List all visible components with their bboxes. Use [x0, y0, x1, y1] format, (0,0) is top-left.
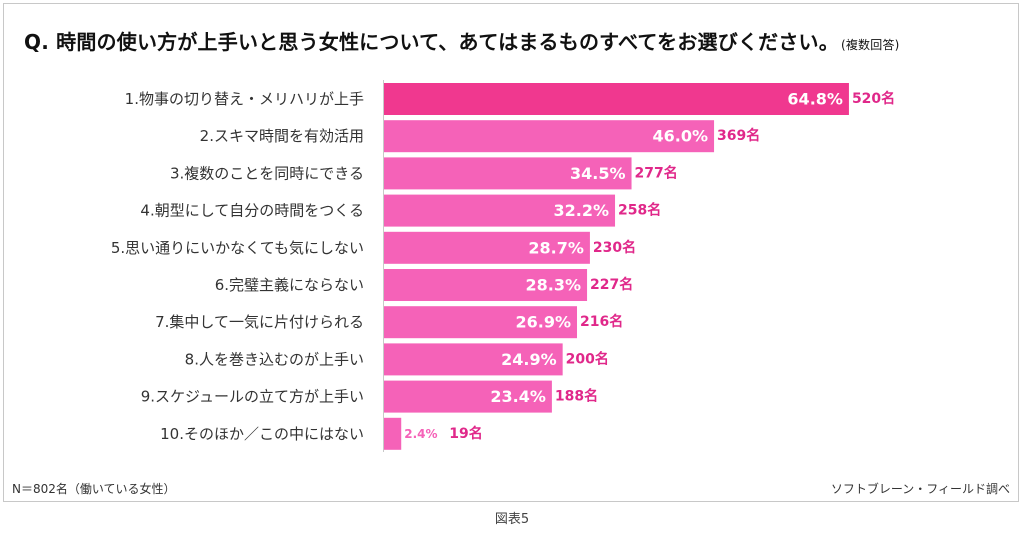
category-label: 5.思い通りにいかなくても気にしない [111, 239, 364, 257]
bar-value-label: 34.5% [570, 164, 626, 183]
category-label: 4.朝型にして自分の時間をつくる [140, 202, 364, 220]
bar-count-label: 19名 [449, 425, 482, 442]
category-label: 9.スケジュールの立て方が上手い [141, 388, 364, 406]
bar-value-label: 23.4% [490, 387, 546, 406]
category-label: 7.集中して一気に片付けられる [155, 313, 364, 331]
bar-count-label: 216名 [580, 313, 623, 330]
bar [384, 157, 632, 190]
bar [384, 343, 563, 376]
bar-value-label: 46.0% [653, 127, 709, 146]
bar-count-label: 258名 [618, 202, 661, 219]
category-label: 10.そのほか／この中にはない [160, 425, 364, 443]
source-note: ソフトブレーン・フィールド調べ [830, 482, 1010, 496]
bar [384, 380, 552, 413]
bar-count-label: 188名 [555, 388, 598, 405]
bar-value-label: 2.4% [404, 427, 437, 441]
bar-count-label: 230名 [593, 239, 636, 256]
bar-count-label: 369名 [717, 127, 760, 144]
category-label: 6.完璧主義にならない [215, 276, 364, 294]
bar-count-label: 227名 [590, 276, 633, 293]
bar-value-label: 64.8% [787, 90, 843, 109]
bar-value-label: 26.9% [515, 313, 571, 332]
bar [384, 417, 402, 450]
category-label: 2.スキマ時間を有効活用 [200, 127, 364, 145]
chart-title: Q. 時間の使い方が上手いと思う女性について、あてはまるものすべてをお選びくださ… [24, 26, 900, 55]
bar [384, 194, 616, 227]
title-text: Q. 時間の使い方が上手いと思う女性について、あてはまるものすべてをお選びくださ… [24, 30, 839, 54]
category-label: 3.複数のことを同時にできる [170, 164, 364, 182]
bar [384, 269, 588, 301]
figure-caption: 図表5 [494, 512, 530, 527]
title-note: (複数回答) [840, 38, 900, 52]
bar-value-label: 28.7% [528, 238, 584, 257]
bar-value-label: 24.9% [501, 350, 557, 369]
bar [384, 83, 849, 115]
bar-count-label: 277名 [635, 164, 678, 181]
bar-count-label: 520名 [852, 90, 895, 107]
category-label: 8.人を巻き込むのが上手い [185, 350, 364, 368]
bar-count-label: 200名 [566, 350, 609, 367]
sample-size-note: N＝802名（働いている女性） [12, 482, 176, 496]
bar [384, 120, 715, 153]
category-label: 1.物事の切り替え・メリハリが上手 [125, 90, 364, 108]
bar [384, 306, 578, 339]
bar-value-label: 28.3% [526, 276, 582, 295]
bar [384, 231, 590, 264]
bar-value-label: 32.2% [554, 201, 610, 220]
